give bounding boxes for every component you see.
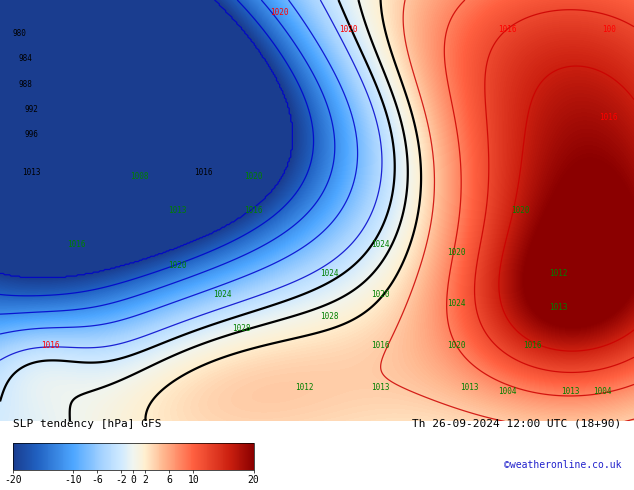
Text: 1013: 1013 [460,383,479,392]
Text: 1020: 1020 [510,206,529,215]
Text: 1016: 1016 [244,206,263,215]
Text: 1020: 1020 [244,172,263,181]
Text: 1020: 1020 [447,341,466,350]
Text: ©weatheronline.co.uk: ©weatheronline.co.uk [504,461,621,470]
Text: 1013: 1013 [548,303,567,312]
Text: 984: 984 [18,54,32,64]
Text: 1028: 1028 [320,312,339,320]
Text: 1020: 1020 [339,25,358,34]
Text: 1024: 1024 [447,299,466,308]
Text: 1012: 1012 [295,383,314,392]
Text: 1024: 1024 [320,270,339,278]
Text: 1016: 1016 [41,341,60,350]
Text: 1020: 1020 [371,291,390,299]
Text: 1020: 1020 [447,248,466,257]
Text: 992: 992 [25,105,39,114]
Text: 1016: 1016 [523,341,542,350]
Text: 1013: 1013 [168,206,187,215]
Text: 1013: 1013 [561,388,580,396]
Text: 1016: 1016 [67,240,86,249]
Text: 1028: 1028 [231,324,250,333]
Text: Th 26-09-2024 12:00 UTC (18+90): Th 26-09-2024 12:00 UTC (18+90) [412,419,621,429]
Text: 1020: 1020 [269,8,288,17]
Text: 1016: 1016 [371,341,390,350]
Text: 980: 980 [12,29,26,38]
Text: 1013: 1013 [371,383,390,392]
Text: 996: 996 [25,130,39,139]
Text: 988: 988 [18,80,32,89]
Text: 1016: 1016 [498,25,517,34]
Text: 100: 100 [602,25,616,34]
Text: 1008: 1008 [130,172,149,181]
Text: 1016: 1016 [193,168,212,177]
Text: 1020: 1020 [168,261,187,270]
Text: 1004: 1004 [498,388,517,396]
Text: 1004: 1004 [593,388,612,396]
Text: SLP tendency [hPa] GFS: SLP tendency [hPa] GFS [13,419,161,429]
Text: 1012: 1012 [548,270,567,278]
Text: 1016: 1016 [599,114,618,122]
Text: 1024: 1024 [212,291,231,299]
Text: 1024: 1024 [371,240,390,249]
Text: 1013: 1013 [22,168,41,177]
